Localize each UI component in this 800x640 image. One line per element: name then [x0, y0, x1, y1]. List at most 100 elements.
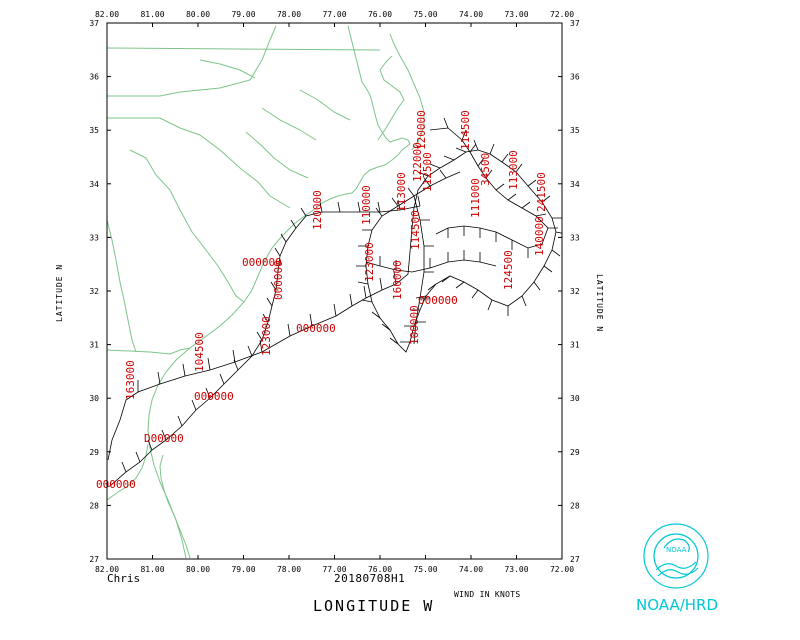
tick-label: 29	[570, 448, 580, 457]
tick-label: 36	[89, 73, 99, 82]
obs-label: 124500	[502, 250, 515, 290]
tick-label: 77.00	[322, 10, 346, 19]
obs-label: 123000	[260, 316, 273, 356]
obs-label: 34500	[479, 153, 492, 186]
obs-label: 114500	[409, 210, 422, 250]
tick-label: 78.00	[277, 565, 301, 574]
y-axis-label-right: LATITUDE N	[595, 274, 604, 333]
tick-label: 79.00	[231, 10, 255, 19]
tick-label: 37	[89, 19, 99, 28]
storm-name: Chris	[107, 572, 141, 585]
obs-label: 140000	[533, 216, 546, 256]
tick-label: 80.00	[186, 10, 210, 19]
coastline	[107, 25, 425, 559]
outer-banks	[389, 33, 425, 151]
tick-label: 29	[89, 448, 99, 457]
noaa-logo: NOAA	[643, 523, 709, 589]
tick-label: 30	[570, 394, 580, 403]
track-inner-loop	[107, 149, 557, 461]
tick-label: 75.00	[413, 10, 437, 19]
obs-label: D00000	[144, 432, 184, 445]
state-border-va-nc	[107, 47, 381, 51]
tick-label: 36	[570, 73, 580, 82]
tick-label: 82.00	[95, 565, 119, 574]
wind-barbs	[121, 117, 562, 473]
obs-label: 000000	[272, 260, 285, 300]
tick-label: 33	[89, 233, 99, 242]
obs-label: 113000	[395, 172, 408, 212]
state-border-sc-ga	[129, 149, 245, 303]
tick-label: 82.00	[95, 10, 119, 19]
units-note: WIND IN KNOTS	[454, 590, 521, 599]
state-border-ga-fl	[107, 347, 191, 355]
tick-label: 79.00	[231, 565, 255, 574]
tick-label: 31	[89, 341, 99, 350]
obs-label: 241500	[535, 172, 548, 212]
tick-label: 34	[570, 180, 580, 189]
tick-label: 37	[570, 19, 580, 28]
axis-tick-labels: 82.00 82.00 81.00 81.00 80.00 80.00 79.00 79.00…	[89, 10, 579, 574]
x-axis-label: LONGITUDE W	[313, 597, 435, 615]
axis-ticks	[106, 22, 563, 560]
tick-label: 32	[89, 287, 99, 296]
tick-label: 77.00	[322, 565, 346, 574]
tick-label: 81.00	[140, 10, 164, 19]
tick-label: 74.00	[459, 10, 483, 19]
tick-label: 28	[570, 501, 580, 510]
obs-label: 100000	[408, 305, 421, 345]
state-border-al-ga	[107, 219, 137, 353]
state-border-interior	[199, 59, 351, 179]
obs-label: 114500	[459, 110, 472, 150]
tick-label: 34	[89, 180, 99, 189]
obs-label: 104500	[193, 332, 206, 372]
obs-label: 120000	[311, 190, 324, 230]
noaa-hrd-text: NOAA/HRD	[636, 596, 719, 614]
obs-label: 111000	[469, 178, 482, 218]
tick-label: 33	[570, 233, 580, 242]
tick-label: 75.00	[413, 565, 437, 574]
tick-label: 72.00	[550, 10, 574, 19]
tick-label: 30	[89, 394, 99, 403]
obs-label: 000000	[296, 322, 336, 335]
obs-label: 122000	[411, 142, 424, 182]
tick-label: 76.00	[368, 10, 392, 19]
obs-label: 163000	[124, 360, 137, 400]
tick-label: 80.00	[186, 565, 210, 574]
tick-label: 76.00	[368, 565, 392, 574]
obs-label: 112500	[421, 152, 434, 192]
tick-label: 81.00	[140, 565, 164, 574]
obs-label: 000000	[194, 390, 234, 403]
tick-label: 73.00	[504, 10, 528, 19]
obs-labels: 120000 114500 34500 113000 241500 111000…	[96, 110, 548, 491]
tick-label: 74.00	[459, 565, 483, 574]
tick-label: 72.00	[550, 565, 574, 574]
map-frame	[106, 22, 563, 560]
obs-label: 000000	[418, 294, 458, 307]
flight-track	[107, 117, 562, 487]
obs-label: 000000	[96, 478, 136, 491]
pamlico-sound-shore	[377, 55, 405, 141]
obs-label: 113000	[507, 150, 520, 190]
tick-label: 73.00	[504, 565, 528, 574]
tick-label: 35	[570, 126, 580, 135]
florida-inner-coast	[107, 443, 149, 501]
obs-label: 123000	[363, 242, 376, 282]
obs-label: 120000	[415, 110, 428, 150]
tick-label: 27	[570, 555, 580, 564]
tick-label: 32	[570, 287, 580, 296]
tick-label: 78.00	[277, 10, 301, 19]
svg-text:NOAA: NOAA	[666, 546, 687, 554]
tick-label: 31	[570, 341, 580, 350]
obs-label: 110000	[360, 185, 373, 225]
analysis-time: 20180708H1	[334, 572, 406, 585]
tick-label: 28	[89, 501, 99, 510]
y-axis-label-left: LATITUDE N	[55, 263, 64, 322]
east-coast-shoreline	[147, 25, 411, 559]
state-border-nc-sc	[107, 117, 291, 209]
tick-label: 35	[89, 126, 99, 135]
tick-label: 27	[89, 555, 99, 564]
florida-east-coast	[159, 454, 191, 559]
obs-label: 000000	[242, 256, 282, 269]
obs-label: 160000	[391, 260, 404, 300]
